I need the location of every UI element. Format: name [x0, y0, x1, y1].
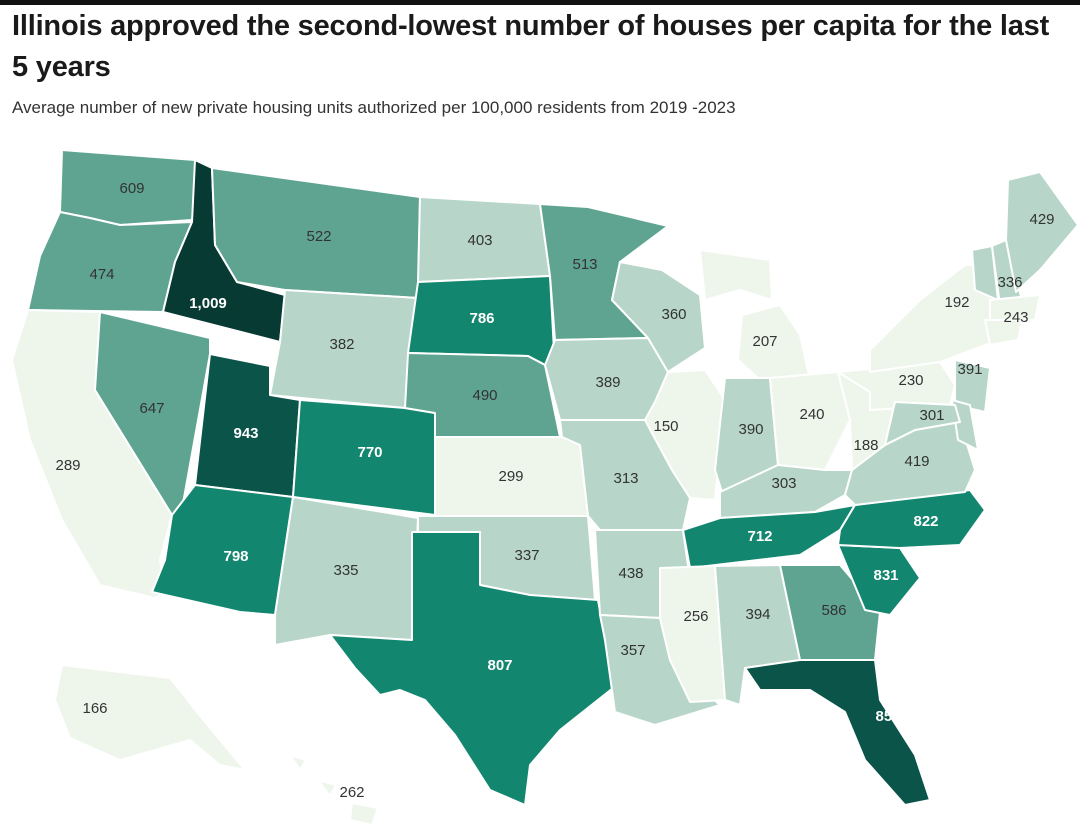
state-label-nd: 403 — [467, 232, 492, 249]
state-label-tn: 712 — [747, 528, 772, 545]
state-label-oh: 240 — [799, 406, 824, 423]
state-label-la: 357 — [620, 642, 645, 659]
state-ga — [779, 564, 881, 661]
state-label-ks: 299 — [498, 468, 523, 485]
state-label-ut: 943 — [233, 425, 258, 442]
state-label-sd: 786 — [469, 310, 494, 327]
state-me — [1005, 171, 1079, 293]
state-label-ak: 166 — [82, 700, 107, 717]
state-label-ia: 389 — [595, 374, 620, 391]
state-labels: 609 474 289 1,009 647 522 382 943 798 770 335 403 78… — [55, 180, 1054, 801]
state-label-ms: 256 — [683, 608, 708, 625]
state-label-wa: 609 — [119, 180, 144, 197]
state-label-ne: 490 — [472, 387, 497, 404]
state-label-id: 1,009 — [189, 295, 227, 312]
us-choropleth-map: 609 474 289 1,009 647 522 382 943 798 770 335 403 78… — [11, 149, 1079, 826]
state-label-va: 419 — [904, 453, 929, 470]
state-shapes — [11, 149, 1079, 826]
state-label-or: 474 — [89, 266, 114, 283]
state-il — [644, 369, 726, 501]
state-label-mn: 513 — [572, 256, 597, 273]
state-label-nm: 335 — [333, 562, 358, 579]
state-label-mt: 522 — [306, 228, 331, 245]
state-md — [884, 401, 961, 446]
state-oh — [769, 371, 851, 471]
state-label-in: 390 — [738, 421, 763, 438]
state-label-il: 150 — [653, 418, 678, 435]
state-hi — [289, 754, 379, 826]
state-label-pa: 230 — [898, 372, 923, 389]
state-wi — [611, 261, 706, 373]
state-label-sc: 831 — [873, 567, 898, 584]
state-label-ga: 586 — [821, 602, 846, 619]
state-label-co: 770 — [357, 444, 382, 461]
state-label-me: 429 — [1029, 211, 1054, 228]
state-label-ar: 438 — [618, 565, 643, 582]
state-fl — [744, 659, 931, 806]
top-rule — [0, 0, 1080, 5]
state-label-wi: 360 — [661, 306, 686, 323]
state-label-fl: 853 — [875, 708, 900, 725]
state-label-az: 798 — [223, 548, 248, 565]
chart-subtitle: Average number of new private housing un… — [12, 98, 736, 117]
state-label-wv: 188 — [853, 437, 878, 454]
state-nj — [954, 359, 991, 413]
chart-title: Illinois approved the second-lowest numb… — [12, 10, 1050, 83]
state-label-ma: 243 — [1003, 309, 1028, 326]
state-label-nc: 822 — [913, 513, 938, 530]
state-label-mi: 207 — [752, 333, 777, 350]
state-label-ca: 289 — [55, 457, 80, 474]
state-mi — [699, 249, 811, 381]
state-label-hi: 262 — [339, 784, 364, 801]
state-label-nj: 391 — [957, 361, 982, 378]
state-label-de: 301 — [919, 407, 944, 424]
state-label-tx: 807 — [487, 657, 512, 674]
state-label-wy: 382 — [329, 336, 354, 353]
state-label-nh: 336 — [997, 274, 1022, 291]
state-wy — [269, 289, 419, 409]
state-label-mo: 313 — [613, 470, 638, 487]
state-label-ny: 192 — [944, 294, 969, 311]
state-ak — [54, 664, 246, 771]
state-label-al: 394 — [745, 606, 770, 623]
state-tx — [329, 531, 614, 806]
state-ct — [984, 319, 1023, 346]
state-label-ky: 303 — [771, 475, 796, 492]
state-de — [951, 399, 979, 451]
state-ma — [989, 294, 1041, 321]
state-label-nv: 647 — [139, 400, 164, 417]
state-label-ok: 337 — [514, 547, 539, 564]
